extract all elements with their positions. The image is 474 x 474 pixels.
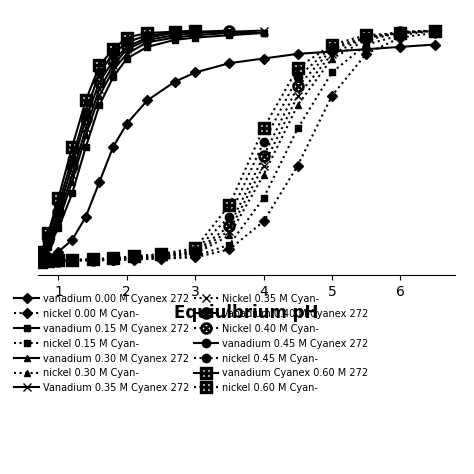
Legend: vanadium 0.00 M Cyanex 272, nickel 0.00 M Cyan-, vanadium 0.15 M Cyanex 272, nic: vanadium 0.00 M Cyanex 272, nickel 0.00 … [9,289,373,398]
X-axis label: Equiulbrium pH: Equiulbrium pH [174,304,319,322]
